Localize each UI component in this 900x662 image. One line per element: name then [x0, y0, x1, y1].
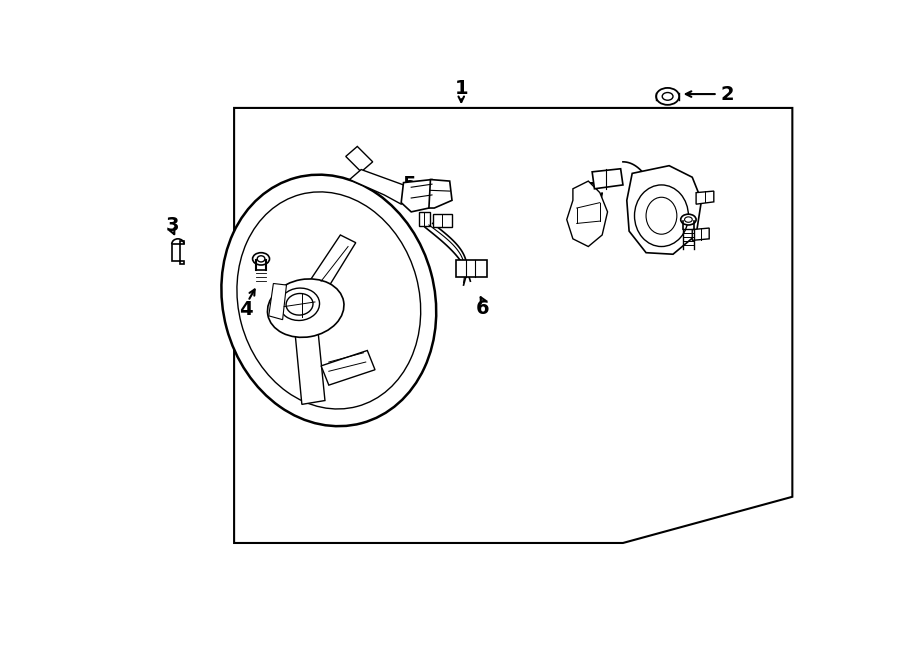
- Polygon shape: [592, 169, 623, 189]
- Text: 4: 4: [238, 300, 253, 319]
- Ellipse shape: [253, 253, 269, 265]
- Polygon shape: [418, 212, 430, 226]
- Text: 1: 1: [454, 79, 468, 98]
- Text: 6: 6: [476, 299, 490, 318]
- Ellipse shape: [646, 197, 677, 234]
- Text: 7: 7: [588, 181, 601, 200]
- Polygon shape: [433, 214, 452, 227]
- Polygon shape: [429, 179, 452, 208]
- Text: 3: 3: [166, 216, 179, 235]
- Ellipse shape: [680, 214, 696, 225]
- Polygon shape: [234, 108, 792, 543]
- Ellipse shape: [257, 256, 265, 262]
- Ellipse shape: [286, 293, 313, 315]
- Ellipse shape: [221, 175, 436, 426]
- Polygon shape: [696, 191, 714, 204]
- Ellipse shape: [685, 217, 692, 222]
- Polygon shape: [626, 166, 701, 254]
- Polygon shape: [294, 324, 325, 404]
- Polygon shape: [269, 283, 286, 320]
- Ellipse shape: [280, 288, 319, 320]
- Polygon shape: [349, 169, 411, 204]
- Ellipse shape: [237, 192, 420, 409]
- Text: 8: 8: [684, 185, 698, 205]
- Ellipse shape: [267, 279, 344, 338]
- Polygon shape: [172, 241, 184, 264]
- Text: 5: 5: [403, 175, 417, 195]
- Polygon shape: [401, 179, 436, 212]
- Polygon shape: [456, 260, 487, 277]
- Polygon shape: [310, 235, 356, 293]
- Ellipse shape: [662, 93, 673, 100]
- Text: 2: 2: [720, 85, 733, 103]
- Polygon shape: [346, 146, 373, 172]
- Polygon shape: [692, 228, 709, 240]
- Ellipse shape: [634, 185, 688, 246]
- Polygon shape: [321, 350, 375, 385]
- Ellipse shape: [656, 88, 680, 105]
- Polygon shape: [567, 181, 608, 246]
